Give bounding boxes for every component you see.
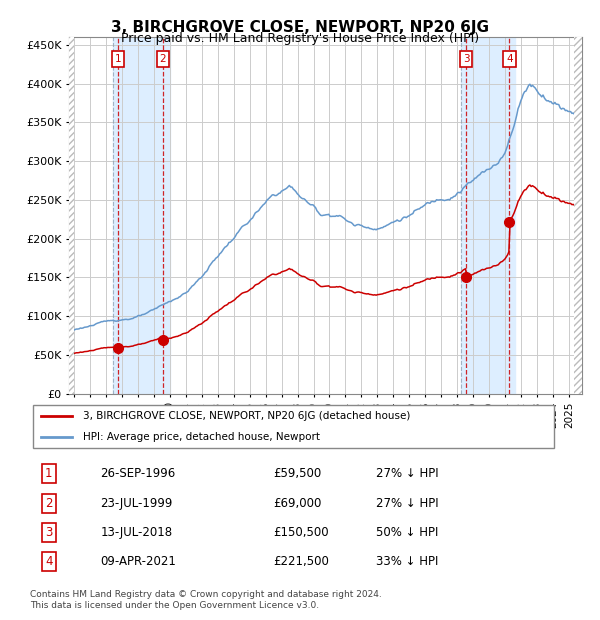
- Bar: [69, 37, 74, 394]
- Text: 3, BIRCHGROVE CLOSE, NEWPORT, NP20 6JG: 3, BIRCHGROVE CLOSE, NEWPORT, NP20 6JG: [111, 20, 489, 35]
- Text: £150,500: £150,500: [273, 526, 329, 539]
- Bar: [574, 37, 600, 394]
- Text: 3, BIRCHGROVE CLOSE, NEWPORT, NP20 6JG (detached house): 3, BIRCHGROVE CLOSE, NEWPORT, NP20 6JG (…: [83, 410, 410, 420]
- Text: 33% ↓ HPI: 33% ↓ HPI: [376, 556, 438, 569]
- Text: Price paid vs. HM Land Registry's House Price Index (HPI): Price paid vs. HM Land Registry's House …: [121, 32, 479, 45]
- Text: 27% ↓ HPI: 27% ↓ HPI: [376, 467, 438, 481]
- Text: 4: 4: [506, 54, 512, 64]
- Text: Contains HM Land Registry data © Crown copyright and database right 2024.
This d: Contains HM Land Registry data © Crown c…: [30, 590, 382, 609]
- Text: 13-JUL-2018: 13-JUL-2018: [100, 526, 172, 539]
- Text: £221,500: £221,500: [273, 556, 329, 569]
- Text: 2: 2: [160, 54, 166, 64]
- Text: HPI: Average price, detached house, Newport: HPI: Average price, detached house, Newp…: [83, 432, 320, 442]
- Text: 1: 1: [115, 54, 121, 64]
- Text: 09-APR-2021: 09-APR-2021: [100, 556, 176, 569]
- Text: 26-SEP-1996: 26-SEP-1996: [100, 467, 175, 481]
- Text: 2: 2: [45, 497, 53, 510]
- Text: 3: 3: [45, 526, 53, 539]
- Bar: [461, 37, 515, 394]
- Text: 1: 1: [45, 467, 53, 481]
- Text: 3: 3: [463, 54, 469, 64]
- Text: £59,500: £59,500: [273, 467, 321, 481]
- Bar: [113, 37, 170, 394]
- Text: 4: 4: [45, 556, 53, 569]
- Text: 50% ↓ HPI: 50% ↓ HPI: [376, 526, 438, 539]
- Text: £69,000: £69,000: [273, 497, 322, 510]
- Text: 23-JUL-1999: 23-JUL-1999: [100, 497, 173, 510]
- Text: 27% ↓ HPI: 27% ↓ HPI: [376, 497, 438, 510]
- FancyBboxPatch shape: [32, 405, 554, 448]
